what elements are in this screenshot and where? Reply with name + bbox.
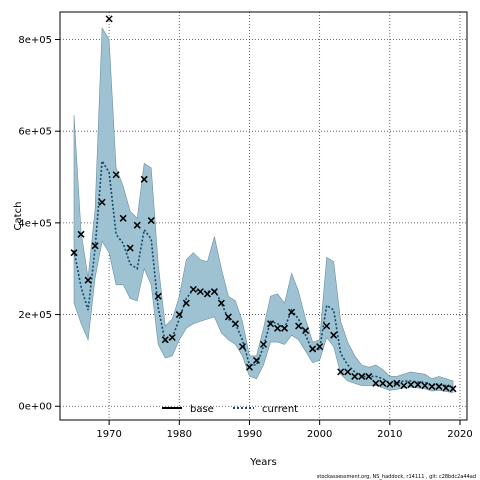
observed-point-2016 [428, 383, 436, 391]
observed-point-1975 [140, 175, 148, 183]
observed-point-1974 [133, 221, 141, 229]
observed-point-1980 [175, 311, 183, 319]
observed-point-1994 [274, 324, 282, 332]
legend-label-base: base [190, 404, 214, 415]
observed-point-2008 [372, 379, 380, 387]
observed-point-2018 [442, 384, 450, 392]
observed-point-1983 [196, 288, 204, 296]
observed-point-2006 [358, 372, 366, 380]
observed-point-2014 [414, 381, 422, 389]
observed-point-1984 [203, 290, 211, 298]
observed-point-1996 [288, 308, 296, 316]
observed-point-2002 [330, 331, 338, 339]
x-tick-label-2010: 2010 [377, 429, 402, 440]
observed-point-1971 [112, 171, 120, 179]
observed-point-2013 [407, 381, 415, 389]
observed-point-2003 [337, 368, 345, 376]
observed-point-1997 [295, 322, 303, 330]
observed-point-1998 [302, 327, 310, 335]
confidence-band [73, 26, 454, 393]
observed-point-1965 [70, 249, 78, 257]
confidence-band-layer [73, 26, 454, 393]
y-axis-ticks: 0e+00 2e+05 4e+05 6e+05 8e+05 [18, 35, 60, 413]
observed-point-1989 [238, 343, 246, 351]
observed-point-1991 [252, 356, 261, 364]
observed-point-1999 [309, 345, 317, 353]
footnote: stockassessment.org, NS_haddock, r14111 … [317, 474, 476, 480]
y-tick-label-8e+05: 8e+05 [18, 35, 52, 46]
observed-point-1969 [98, 198, 106, 206]
legend: base current [162, 404, 298, 415]
observed-point-2001 [323, 322, 331, 330]
y-tick-label-6e+05: 6e+05 [18, 127, 52, 138]
observed-point-1970 [105, 15, 113, 23]
y-axis-title: Catch [13, 202, 24, 231]
observed-points-layer [70, 15, 457, 393]
observed-point-2004 [344, 368, 352, 376]
observed-point-1976 [147, 217, 155, 225]
observed-point-1977 [154, 292, 162, 300]
observed-point-1972 [119, 214, 127, 222]
observed-point-1968 [91, 242, 99, 250]
observed-point-1993 [266, 320, 275, 328]
x-tick-label-1970: 1970 [96, 429, 121, 440]
observed-point-2000 [316, 343, 324, 351]
x-tick-label-2000: 2000 [307, 429, 332, 440]
observed-point-2017 [435, 383, 443, 391]
observed-point-1982 [189, 285, 197, 293]
y-tick-label-4e+05: 4e+05 [18, 218, 52, 229]
plot-frame [59, 11, 468, 421]
x-axis-title: Years [249, 457, 276, 468]
x-axis-ticks: 1970 1980 1990 2000 2010 2020 [96, 420, 473, 440]
observed-point-2012 [400, 382, 408, 390]
observed-point-2019 [449, 385, 457, 393]
observed-point-1987 [224, 313, 232, 321]
observed-point-1990 [245, 363, 253, 371]
observed-point-2011 [393, 379, 401, 387]
x-tick-label-2020: 2020 [447, 429, 472, 440]
y-tick-label-2e+05: 2e+05 [18, 310, 52, 321]
observed-point-2010 [386, 380, 394, 388]
legend-label-current: current [262, 404, 298, 415]
y-tick-label-0e+00: 0e+00 [18, 402, 52, 413]
observed-point-2015 [421, 382, 429, 390]
observed-point-1973 [126, 244, 134, 252]
observed-point-1967 [84, 276, 92, 284]
x-tick-label-1980: 1980 [167, 429, 192, 440]
observed-point-1966 [77, 230, 85, 238]
observed-point-2005 [351, 372, 359, 380]
observed-point-1981 [182, 299, 190, 307]
observed-point-1995 [281, 324, 289, 332]
observed-point-1985 [210, 288, 218, 296]
observed-point-1979 [168, 333, 176, 342]
observed-point-1986 [217, 299, 225, 307]
x-tick-label-1990: 1990 [237, 429, 262, 440]
observed-point-1988 [231, 320, 239, 328]
observed-point-1978 [161, 336, 169, 344]
observed-point-1992 [259, 340, 268, 348]
observed-point-2009 [379, 379, 387, 387]
observed-point-2007 [365, 372, 373, 380]
